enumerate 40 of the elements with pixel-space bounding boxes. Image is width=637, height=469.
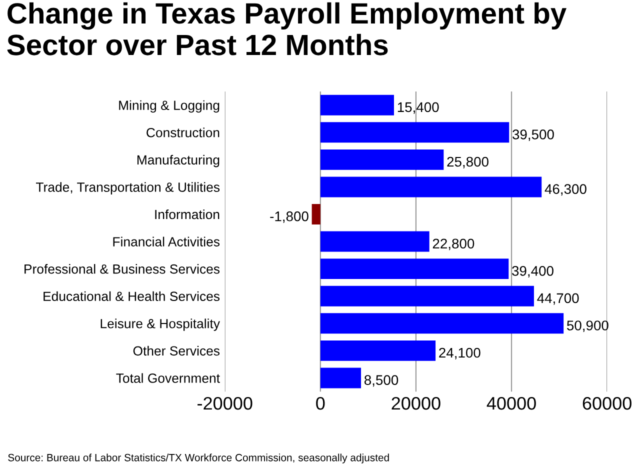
source-note: Source: Bureau of Labor Statistics/TX Workforce Commission, seasonally adjusted xyxy=(8,454,389,464)
y-tick-label: Construction xyxy=(146,128,220,138)
data-label: 24,100 xyxy=(439,348,480,360)
x-tick-label: 20000 xyxy=(392,396,440,410)
data-label: 39,400 xyxy=(512,266,554,278)
y-tick-label: Manufacturing xyxy=(137,154,220,168)
y-tick-label: Educational & Health Services xyxy=(44,291,220,302)
data-label: -1,800 xyxy=(270,211,308,223)
bar xyxy=(320,94,394,116)
x-tick-label: 0 xyxy=(316,396,325,410)
y-tick-label: Mining & Logging xyxy=(119,100,220,113)
bar xyxy=(320,340,436,361)
bar xyxy=(320,231,430,252)
data-label: 46,300 xyxy=(544,184,586,196)
y-tick-label: Total Government xyxy=(116,373,220,383)
x-tick-label: 40000 xyxy=(486,396,536,410)
bar xyxy=(320,368,362,388)
bar xyxy=(312,204,320,224)
bar xyxy=(320,176,542,198)
data-label: 15,400 xyxy=(398,102,439,114)
data-label: 50,900 xyxy=(567,320,608,332)
y-tick-label: Leisure & Hospitality xyxy=(100,318,220,331)
data-label: 39,500 xyxy=(512,130,554,142)
bar xyxy=(320,313,564,334)
y-tick-label: Trade, Transportation & Utilities xyxy=(36,182,220,194)
x-tick-label: 60000 xyxy=(582,396,632,410)
data-label: 22,800 xyxy=(432,238,474,250)
chart-title: Change in Texas Payroll Employment by Sector over Past 12 Months xyxy=(7,2,566,56)
bar xyxy=(320,122,510,143)
data-label: 44,700 xyxy=(537,293,579,305)
y-tick-label: Financial Activities xyxy=(113,236,220,246)
bar xyxy=(320,258,509,280)
bar xyxy=(320,286,534,306)
y-tick-label: Information xyxy=(155,209,220,220)
bar xyxy=(320,149,444,170)
x-tick-label: -20000 xyxy=(198,396,252,410)
y-tick-label: Professional & Business Services xyxy=(24,264,220,274)
data-label: 8,500 xyxy=(364,375,398,387)
y-tick-label: Other Services xyxy=(133,346,220,356)
data-label: 25,800 xyxy=(447,156,488,168)
